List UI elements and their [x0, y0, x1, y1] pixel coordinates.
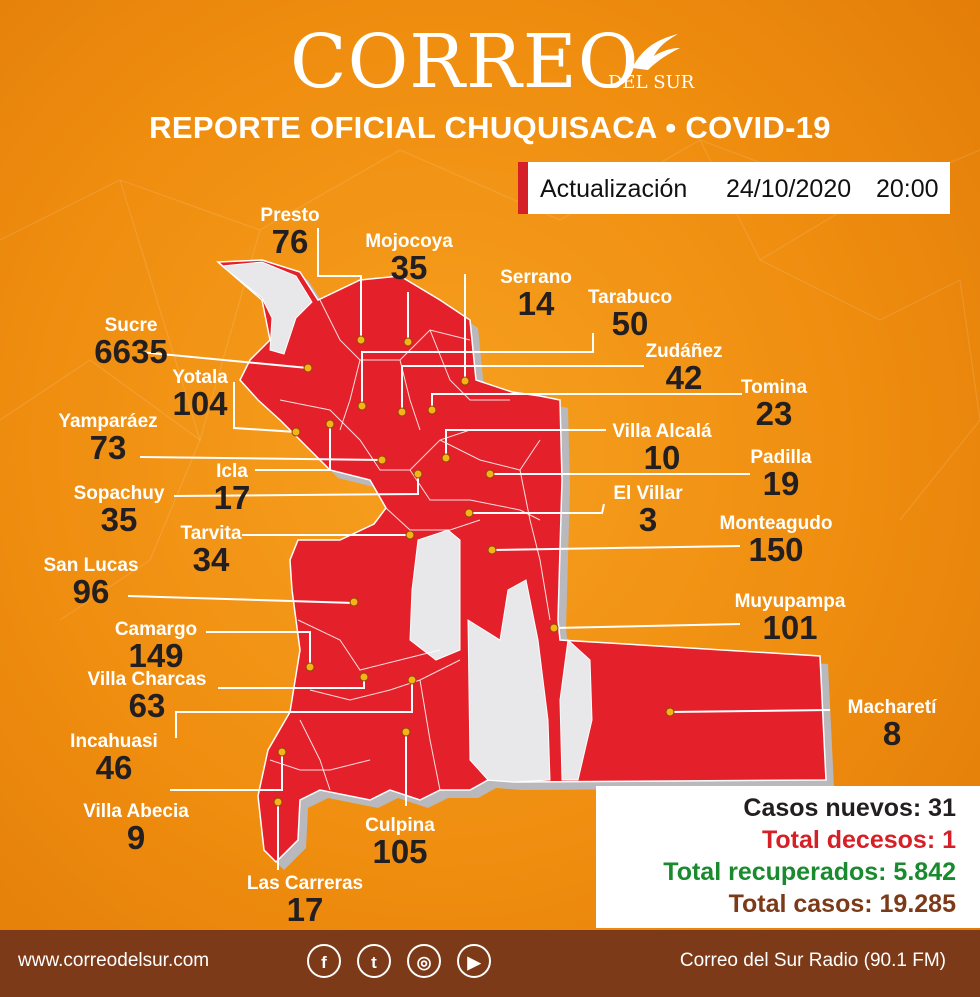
leader-lines	[127, 228, 831, 870]
label-las-carreras: Las Carreras 17	[246, 873, 364, 928]
marker-tarabuco	[357, 401, 367, 411]
excluded-areas	[220, 261, 593, 783]
stat-total-cases: Total casos: 19.285	[728, 890, 956, 918]
marker-sopachuy	[413, 469, 423, 479]
marker-icla	[377, 455, 387, 465]
stat-new-cases: Casos nuevos: 31	[743, 794, 956, 822]
headline: REPORTE OFICIAL CHUQUISACA • COVID-19	[149, 110, 831, 145]
label-serrano: Serrano 14	[500, 267, 572, 322]
label-incahuasi: Incahuasi 46	[70, 731, 158, 786]
label-muyupampa: Muyupampa 101	[734, 591, 846, 646]
label-machareti: Macharetí 8	[847, 697, 937, 752]
marker-mojocoya	[403, 337, 413, 347]
twitter-icon[interactable]: t	[357, 944, 391, 978]
label-yotala: Yotala 104	[172, 367, 228, 422]
label-zudanez: Zudáñez 42	[645, 341, 723, 396]
footer: www.correodelsur.com f t ◎ ▶ Correo del …	[0, 930, 980, 997]
marker-muyupampa	[549, 623, 559, 633]
stat-recovered: Total recuperados: 5.842	[663, 858, 956, 886]
update-accent-bar	[518, 162, 528, 214]
instagram-icon[interactable]: ◎	[407, 944, 441, 978]
update-label: Actualización	[540, 175, 688, 203]
label-sopachuy: Sopachuy 35	[73, 483, 165, 538]
marker-villa-charcas	[359, 672, 369, 682]
marker-villa-abecia	[277, 747, 287, 757]
marker-incahuasi	[407, 675, 417, 685]
marker-culpina	[401, 727, 411, 737]
brand-name: CORREO	[290, 19, 640, 105]
label-el-villar: El Villar 3	[613, 483, 683, 538]
label-villa-alcala: Villa Alcalá 10	[612, 421, 712, 476]
label-presto: Presto 76	[260, 205, 320, 260]
marker-camargo	[305, 662, 315, 672]
label-villa-abecia: Villa Abecia 9	[83, 801, 189, 856]
marker-villa-alcala	[441, 453, 451, 463]
update-time: 20:00	[876, 175, 939, 203]
label-monteagudo: Monteagudo 150	[719, 513, 833, 568]
marker-padilla	[485, 469, 495, 479]
label-padilla: Padilla 19	[750, 447, 812, 502]
label-san-lucas: San Lucas 96	[43, 555, 139, 610]
marker-tarvita	[405, 530, 415, 540]
youtube-icon[interactable]: ▶	[457, 944, 491, 978]
label-tarvita: Tarvita 34	[180, 523, 242, 578]
stat-deaths: Total decesos: 1	[761, 826, 956, 854]
label-tarabuco: Tarabuco 50	[587, 287, 673, 342]
marker-serrano	[460, 376, 470, 386]
label-culpina: Culpina 105	[365, 815, 435, 870]
radio-station: Correo del Sur Radio (90.1 FM)	[679, 950, 946, 971]
marker-tomina	[427, 405, 437, 415]
stats-panel: Casos nuevos: 31 Total decesos: 1 Total …	[596, 786, 980, 928]
update-box: Actualización 24/10/2020 20:00	[518, 162, 950, 214]
label-villa-charcas: Villa Charcas 63	[87, 669, 207, 724]
marker-zudanez	[397, 407, 407, 417]
marker-machareti	[665, 707, 675, 717]
marker-presto	[356, 335, 366, 345]
label-mojocoya: Mojocoya 35	[365, 231, 453, 286]
label-tomina: Tomina 23	[740, 377, 808, 432]
label-camargo: Camargo 149	[114, 619, 198, 674]
bird-icon	[632, 34, 680, 70]
facebook-icon[interactable]: f	[307, 944, 341, 978]
marker-san-lucas	[349, 597, 359, 607]
marker-el-villar	[464, 508, 474, 518]
marker-yamparaez	[325, 419, 335, 429]
website-link[interactable]: www.correodelsur.com	[18, 950, 210, 971]
marker-yotala	[291, 427, 301, 437]
municipality-markers	[273, 335, 675, 807]
label-yamparaez: Yamparáez 73	[58, 411, 158, 466]
marker-las-carreras	[273, 797, 283, 807]
brand-sub: DEL SUR	[608, 72, 695, 93]
update-date: 24/10/2020	[726, 175, 852, 203]
label-icla: Icla 17	[213, 461, 251, 516]
label-sucre: Sucre 6635	[94, 315, 168, 370]
marker-monteagudo	[487, 545, 497, 555]
marker-sucre	[303, 363, 313, 373]
